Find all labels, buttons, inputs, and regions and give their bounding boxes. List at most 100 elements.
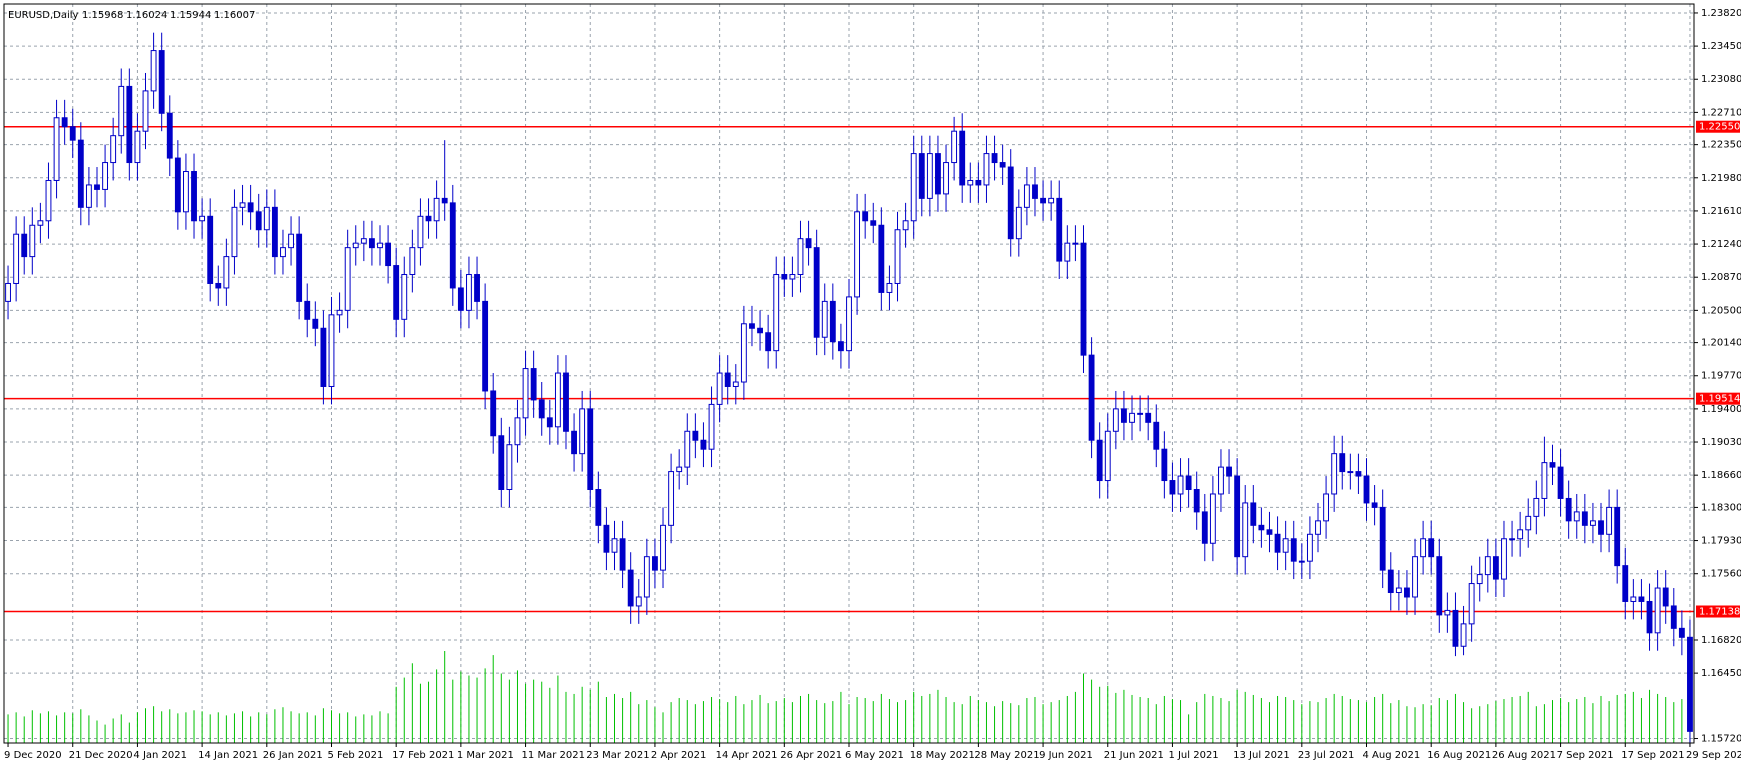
candle-body bbox=[1363, 475, 1370, 504]
candle-body bbox=[1234, 475, 1241, 558]
candle-body bbox=[85, 184, 92, 208]
candle-body bbox=[522, 368, 529, 419]
candle-body bbox=[94, 184, 100, 190]
header-value: 1.15944 bbox=[170, 10, 211, 21]
candle-body bbox=[999, 162, 1006, 168]
candle-body bbox=[1670, 605, 1677, 629]
x-tick-label: 14 Apr 2021 bbox=[716, 750, 778, 761]
candle-body bbox=[1549, 462, 1556, 468]
candle-body bbox=[1460, 623, 1467, 647]
candle-body bbox=[102, 162, 109, 190]
header-value: 1.16007 bbox=[214, 10, 255, 21]
candle-body bbox=[951, 130, 958, 164]
candle-body bbox=[740, 323, 747, 383]
candle-body bbox=[571, 430, 577, 455]
candle-body bbox=[926, 153, 933, 199]
candle-body bbox=[716, 372, 723, 405]
candle-body bbox=[878, 224, 885, 293]
x-tick-label: 21 Dec 2020 bbox=[69, 750, 133, 761]
candle-body bbox=[466, 274, 472, 311]
header-value: 1.16024 bbox=[126, 10, 167, 21]
volume-layer bbox=[7, 651, 1691, 743]
x-tick-label: 7 Sep 2021 bbox=[1557, 750, 1614, 761]
candle-body bbox=[320, 327, 327, 387]
candle-body bbox=[1468, 583, 1475, 625]
candle-body bbox=[1088, 354, 1095, 441]
x-tick-label: 26 Aug 2021 bbox=[1492, 750, 1556, 761]
candle-body bbox=[263, 206, 270, 231]
x-tick-label: 1 Jul 2021 bbox=[1168, 750, 1218, 761]
candle-body bbox=[587, 408, 594, 491]
candle-body bbox=[328, 314, 335, 387]
candle-body bbox=[409, 247, 416, 276]
candle-body bbox=[1096, 439, 1103, 482]
candle-body bbox=[773, 274, 780, 352]
candle-body bbox=[474, 274, 480, 302]
x-tick-label: 17 Feb 2021 bbox=[392, 750, 454, 761]
candle-body bbox=[336, 309, 343, 316]
candle-body bbox=[870, 220, 877, 226]
x-tick-label: 4 Aug 2021 bbox=[1363, 750, 1421, 761]
candle-body bbox=[377, 242, 383, 249]
candle-body bbox=[846, 296, 852, 352]
candle-body bbox=[1226, 466, 1232, 477]
candle-body bbox=[166, 112, 173, 159]
candle-body bbox=[29, 224, 36, 258]
candle-body bbox=[37, 220, 44, 226]
x-tick-label: 14 Jan 2021 bbox=[198, 750, 258, 761]
candle-body bbox=[894, 229, 901, 284]
candle-body bbox=[1250, 502, 1257, 526]
candle-body bbox=[110, 135, 117, 164]
y-tick-label: 1.16450 bbox=[1701, 668, 1741, 679]
candle-body bbox=[595, 489, 602, 526]
candle-body bbox=[1274, 533, 1281, 553]
candle-body bbox=[425, 215, 432, 222]
header-value: 1.15968 bbox=[82, 10, 123, 21]
candle-body bbox=[1323, 493, 1330, 522]
x-tick-label: 23 Mar 2021 bbox=[586, 750, 649, 761]
candle-body bbox=[1412, 556, 1418, 598]
candle-body bbox=[1436, 556, 1443, 616]
candle-body bbox=[959, 130, 966, 186]
x-tick-label: 9 Dec 2020 bbox=[4, 750, 62, 761]
candle-body bbox=[134, 130, 141, 164]
x-tick-label: 26 Apr 2021 bbox=[780, 750, 842, 761]
candle-body bbox=[393, 265, 400, 320]
candle-body bbox=[797, 238, 804, 276]
y-tick-label: 1.17560 bbox=[1701, 569, 1741, 580]
y-tick-label: 1.23820 bbox=[1701, 8, 1741, 19]
y-tick-label: 1.23450 bbox=[1701, 41, 1741, 52]
candle-body bbox=[53, 117, 60, 181]
candle-body bbox=[652, 556, 658, 571]
x-tick-label: 23 Jul 2021 bbox=[1298, 750, 1355, 761]
candle-body bbox=[449, 202, 456, 289]
candle-body bbox=[684, 430, 691, 468]
candle-body bbox=[1662, 587, 1669, 607]
candle-body bbox=[1242, 502, 1249, 558]
candle-body bbox=[724, 372, 731, 387]
candle-body bbox=[183, 171, 189, 213]
candle-body bbox=[935, 153, 941, 195]
candle-body bbox=[1533, 497, 1540, 517]
candle-body bbox=[5, 282, 11, 302]
candle-body bbox=[1509, 538, 1515, 541]
candle-body bbox=[223, 256, 230, 289]
candle-body bbox=[158, 50, 165, 114]
candle-body bbox=[441, 197, 448, 204]
candle-body bbox=[280, 247, 286, 258]
candle-body bbox=[692, 430, 699, 441]
candle-body bbox=[789, 274, 796, 280]
candle-body bbox=[676, 466, 683, 473]
candle-body bbox=[1032, 184, 1038, 199]
candle-body bbox=[271, 206, 278, 258]
candle-body bbox=[1290, 538, 1297, 562]
candle-body bbox=[983, 153, 990, 186]
level-label-box bbox=[1696, 392, 1740, 405]
candle-body bbox=[821, 300, 828, 338]
candle-body bbox=[1218, 466, 1224, 495]
candle-body bbox=[13, 233, 20, 284]
level-layer bbox=[4, 125, 1694, 613]
x-tick-label: 2 Apr 2021 bbox=[651, 750, 706, 761]
candle-layer bbox=[5, 32, 1693, 747]
